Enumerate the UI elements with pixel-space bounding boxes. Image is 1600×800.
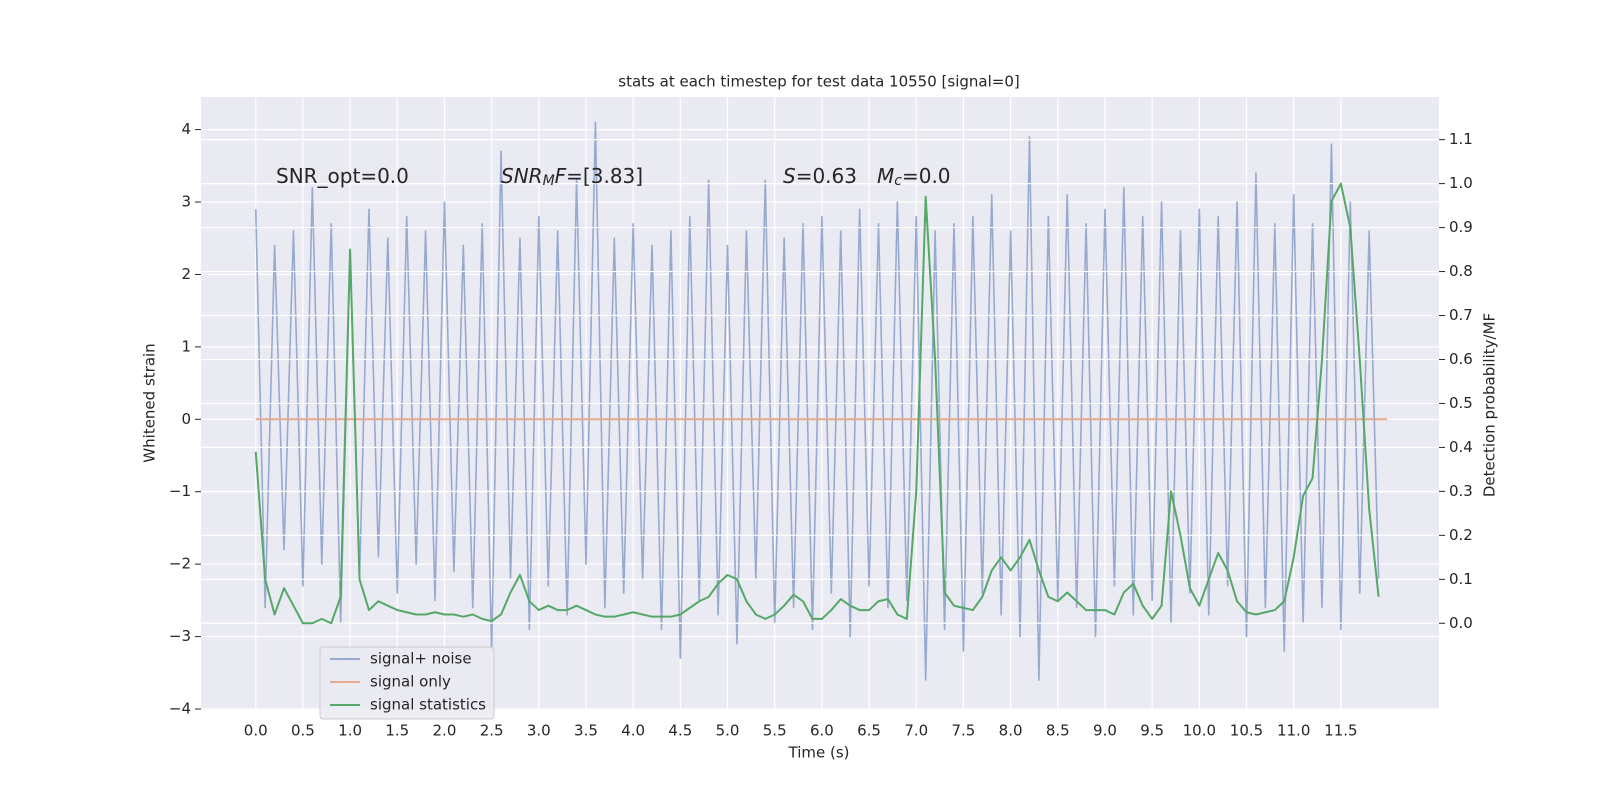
x-tick-label: 1.0: [338, 722, 362, 740]
x-tick-label: 2.0: [433, 722, 457, 740]
annotations: SNR_opt=0.0 SNRMF=[3.83] S=0.63 Mc=0.0: [276, 164, 951, 190]
y-axis-label: Whitened strain: [141, 343, 159, 462]
x-tick-label: 10.0: [1183, 722, 1216, 740]
y-tick-label: −4: [169, 700, 191, 718]
x-tick-label: 0.0: [244, 722, 268, 740]
y2-tick-label: 0.0: [1449, 614, 1473, 632]
y2-tick-label: 0.6: [1449, 350, 1473, 368]
x-tick-label: 2.5: [480, 722, 504, 740]
x-tick-label: 6.5: [857, 722, 881, 740]
x-tick-label: 3.5: [574, 722, 598, 740]
x-tick-label: 4.5: [668, 722, 692, 740]
x-tick-label: 1.5: [385, 722, 409, 740]
x-tick-label: 3.0: [527, 722, 551, 740]
y2-tick-label: 0.3: [1449, 482, 1473, 500]
x-tick-label: 11.0: [1277, 722, 1310, 740]
x-tick-label: 6.0: [810, 722, 834, 740]
y2-tick-label: 1.0: [1449, 174, 1473, 192]
series-line: [254, 121, 1380, 681]
annotation-part: =0.0: [902, 164, 951, 188]
y2-tick-label: 0.2: [1449, 526, 1473, 544]
annotation-part: c: [894, 173, 902, 189]
x-tick-label: 8.0: [999, 722, 1023, 740]
y-tick-label: −3: [169, 627, 191, 645]
x-tick-label: 11.5: [1324, 722, 1357, 740]
x-tick-label: 4.0: [621, 722, 645, 740]
chart-title: stats at each timestep for test data 105…: [618, 73, 1019, 91]
annotation-part: M: [877, 164, 894, 188]
annotation-part: F: [555, 164, 567, 188]
legend-label: signal+ noise: [370, 650, 472, 668]
y-tick-label: 1: [181, 337, 191, 355]
y2-tick-label: 1.1: [1449, 130, 1473, 148]
plot: [201, 121, 1439, 681]
y-tick-label: 4: [181, 120, 191, 138]
annotation: SNRMF=[3.83]: [501, 164, 643, 190]
legend-box: [319, 646, 495, 720]
annotation-part: =0.63: [796, 164, 857, 188]
y2-tick-label: 0.9: [1449, 218, 1473, 236]
x-tick-label: 8.5: [1046, 722, 1070, 740]
y2-tick-label: 0.5: [1449, 394, 1473, 412]
legend: signal+ noise signal only signal statistic…: [319, 646, 495, 720]
x-tick-label: 7.5: [951, 722, 975, 740]
annotation: SNR_opt=0.0: [276, 164, 409, 188]
y2-axis-label: Detection probability/MF: [1481, 313, 1499, 497]
y2-tick-label: 0.8: [1449, 262, 1473, 280]
y2-tick-label: 0.1: [1449, 570, 1473, 588]
annotation-part: =[3.83]: [566, 164, 643, 188]
annotation: Mc=0.0: [877, 164, 951, 190]
x-tick-label: 10.5: [1230, 722, 1263, 740]
y2-tick-label: 0.7: [1449, 306, 1473, 324]
y-tick-label: 2: [181, 265, 191, 283]
y-tick-label: 3: [181, 193, 191, 211]
legend-label: signal statistics: [370, 696, 486, 714]
x-tick-label: 5.0: [716, 722, 740, 740]
annotation-part: SNR_opt=0.0: [276, 164, 409, 188]
y-tick-label: −1: [169, 482, 191, 500]
x-tick-label: 0.5: [291, 722, 315, 740]
annotation-part: M: [543, 173, 555, 189]
x-tick-label: 7.0: [904, 722, 928, 740]
x-tick-label: 9.0: [1093, 722, 1117, 740]
y-tick-label: 0: [181, 410, 191, 428]
annotation-part: S: [783, 164, 796, 188]
x-tick-label: 9.5: [1140, 722, 1164, 740]
annotation-part: SNR: [501, 164, 543, 188]
series-line: [254, 182, 1380, 625]
y2-tick-label: 0.4: [1449, 438, 1473, 456]
x-tick-label: 5.5: [763, 722, 787, 740]
annotation: S=0.63: [783, 164, 857, 188]
legend-label: signal only: [370, 673, 451, 691]
axes: −4 −3 −2 −1 0 1 2 3 4 0.0 0.5 1.0 1.5 2.0 2.5 3.0 3.5 4.0…: [169, 120, 1473, 739]
x-axis-label: Time (s): [788, 744, 850, 762]
y-tick-label: −2: [169, 555, 191, 573]
